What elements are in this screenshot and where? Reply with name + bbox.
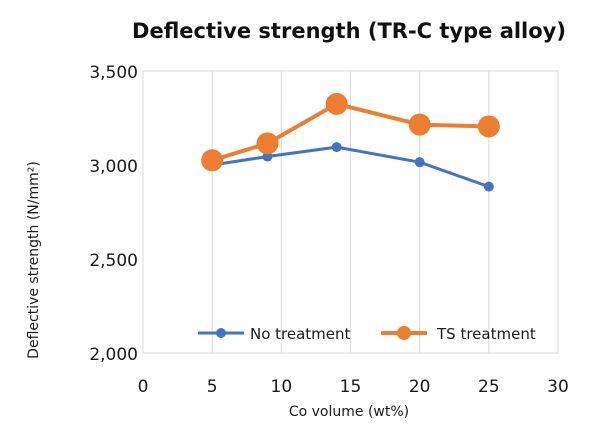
series-1 — [207, 142, 494, 192]
x-tick-label: 25 — [478, 377, 500, 397]
data-point — [201, 149, 224, 172]
legend-label: TS treatment — [436, 325, 536, 343]
data-point — [483, 181, 494, 192]
data-point — [408, 113, 431, 136]
y-tick-label: 2,000 — [89, 345, 138, 365]
series-layer — [201, 92, 500, 192]
legend-item: No treatment — [198, 325, 351, 343]
data-point — [414, 157, 425, 168]
y-axis-ticks: 2,000 2,500 3,000 3,500 — [89, 63, 138, 365]
legend-label: No treatment — [250, 325, 351, 343]
y-tick-label: 3,000 — [89, 157, 138, 177]
data-point — [331, 142, 342, 153]
x-tick-label: 20 — [409, 377, 431, 397]
y-tick-label: 2,500 — [89, 251, 138, 271]
x-tick-label: 30 — [547, 377, 569, 397]
y-tick-label: 3,500 — [89, 63, 138, 83]
data-point — [256, 132, 279, 155]
chart-title: Deflective strength (TR-C type alloy) — [132, 19, 566, 43]
x-axis-ticks: 0 5 10 15 20 25 30 — [138, 377, 569, 397]
x-tick-label: 15 — [340, 377, 362, 397]
grid-lines — [211, 71, 490, 353]
legend-item: TS treatment — [381, 325, 536, 343]
data-point — [325, 92, 348, 115]
x-tick-label: 0 — [138, 377, 149, 397]
x-tick-label: 5 — [207, 377, 218, 397]
x-tick-label: 10 — [271, 377, 293, 397]
legend-marker — [397, 326, 411, 340]
plot-area — [142, 70, 559, 354]
series-2 — [201, 92, 500, 172]
x-axis-label: Co volume (wt%) — [289, 404, 409, 420]
legend: No treatment TS treatment — [198, 325, 536, 343]
legend-marker — [216, 328, 226, 338]
y-axis-label: Deflective strength (N/mm²) — [26, 161, 42, 359]
data-point — [477, 115, 500, 138]
